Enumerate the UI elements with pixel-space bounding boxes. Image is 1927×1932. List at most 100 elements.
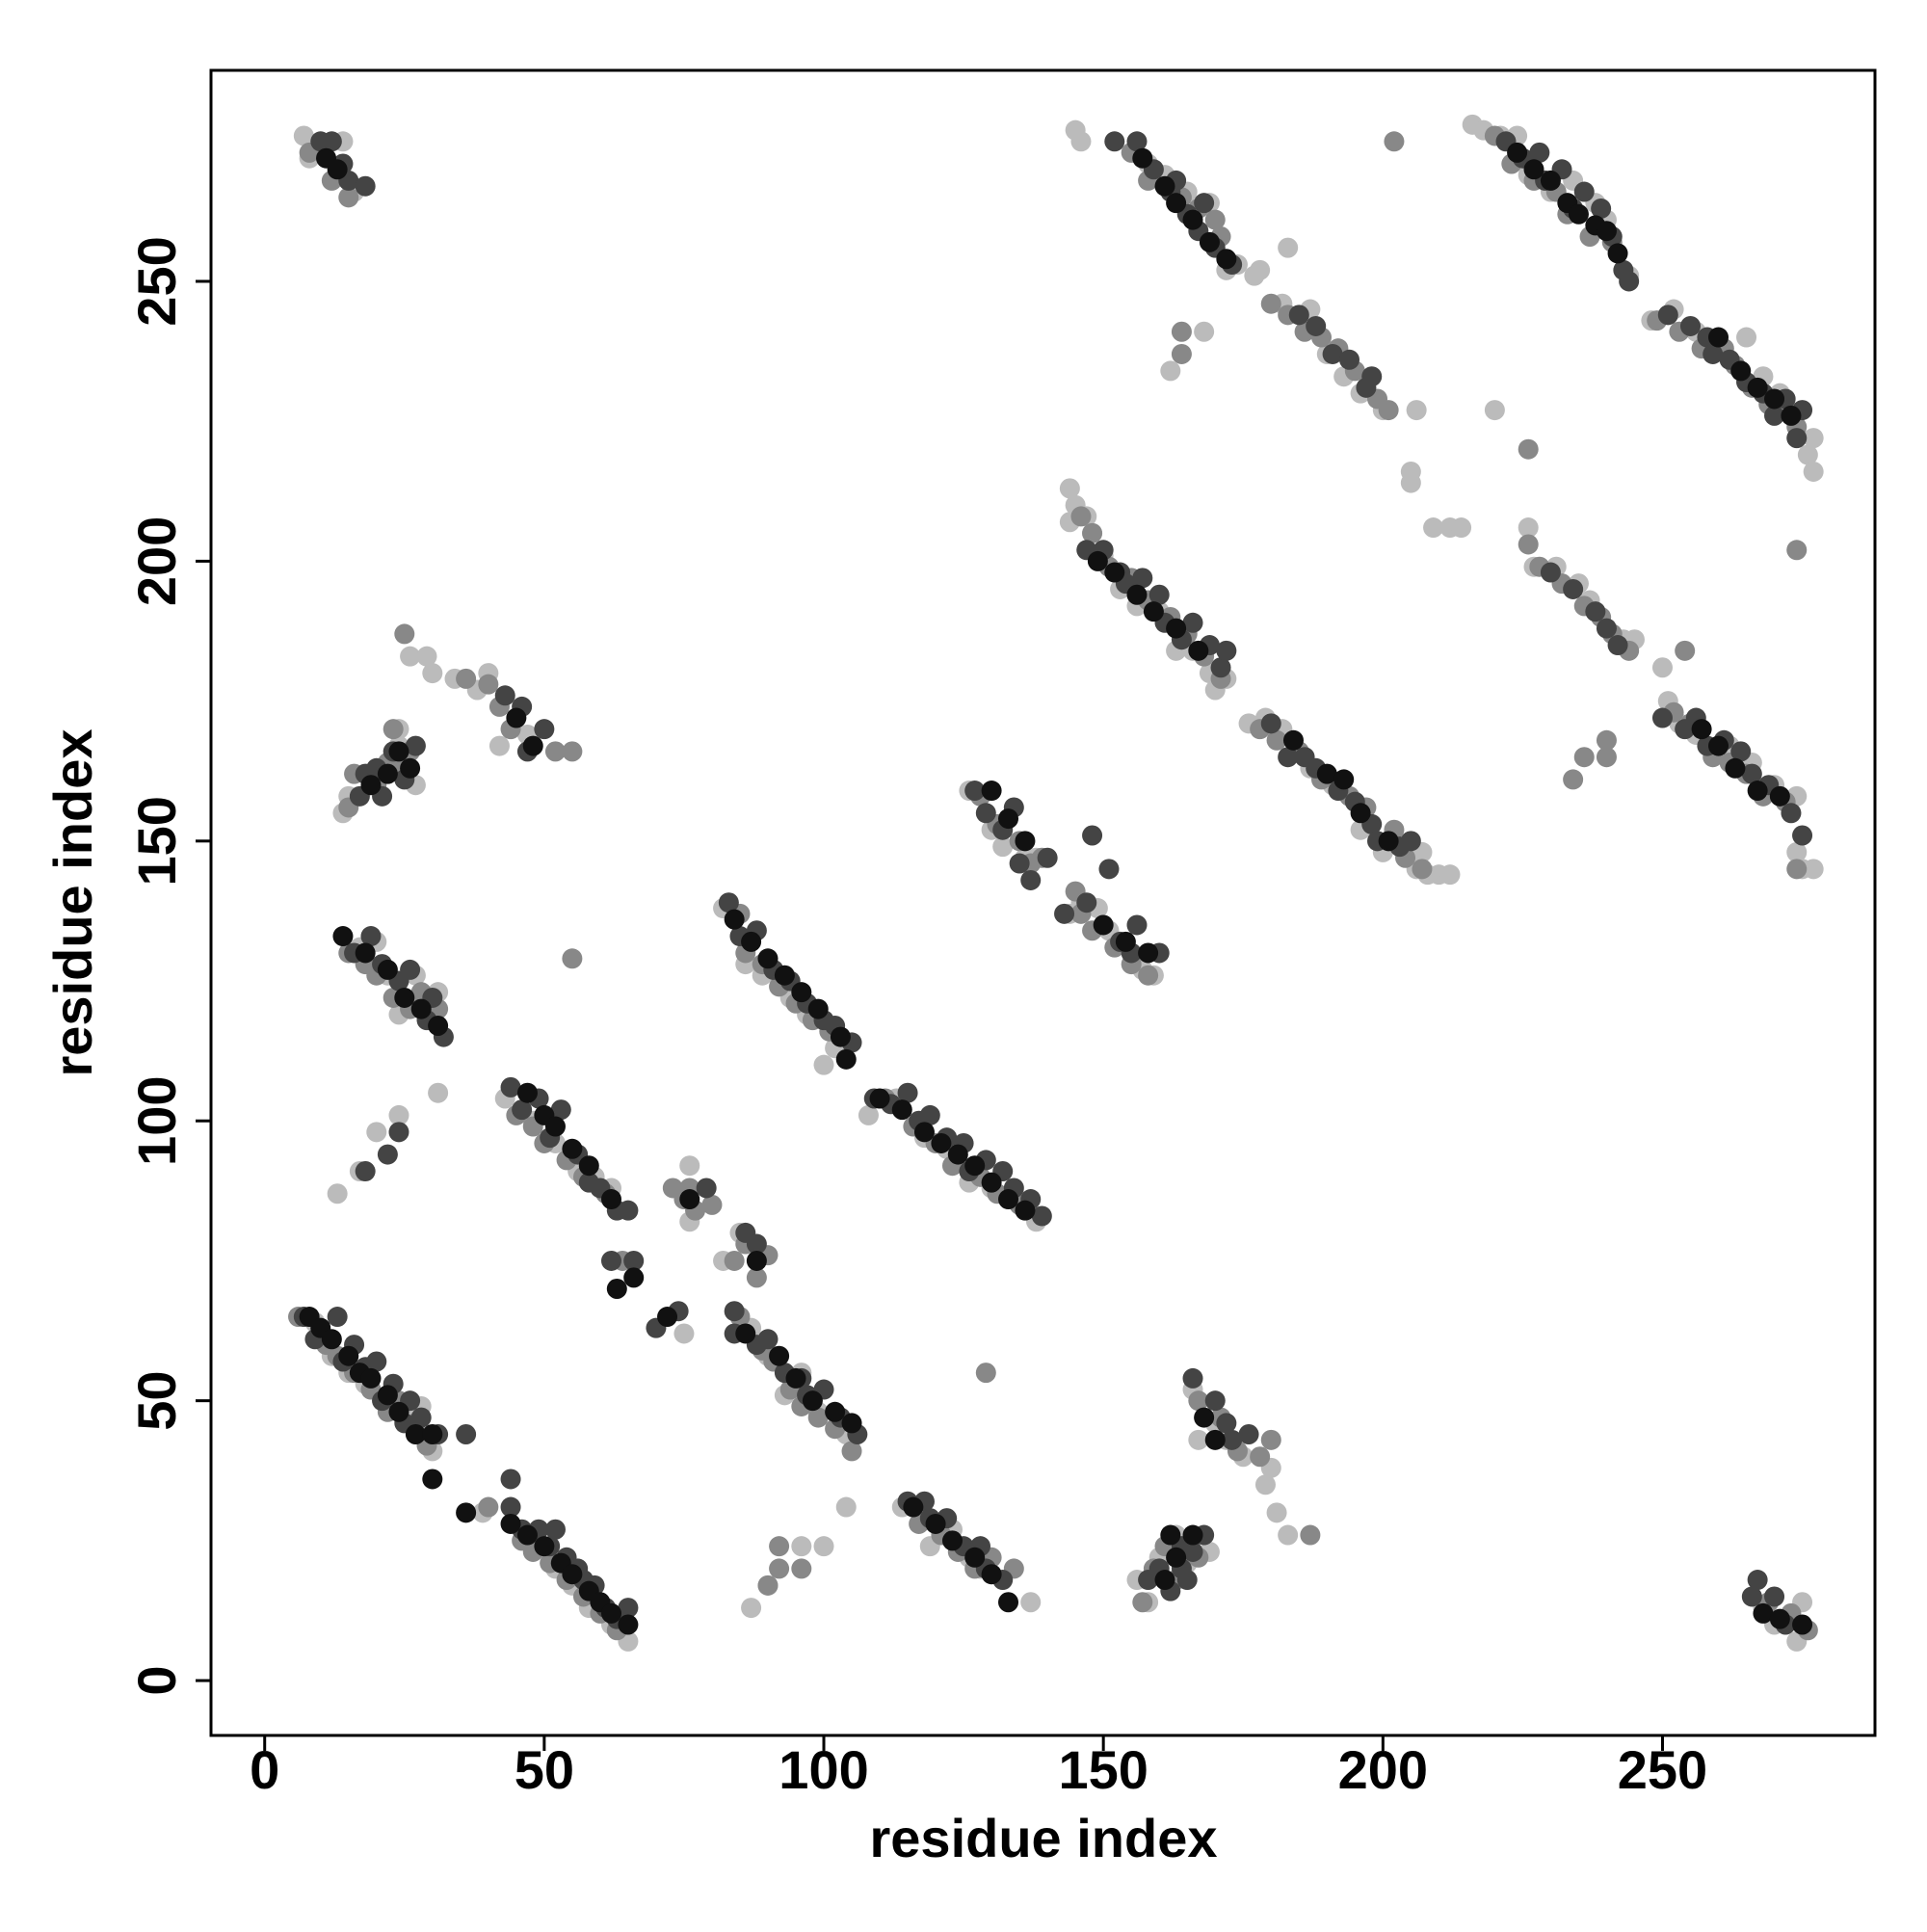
scatter-point xyxy=(1254,1474,1276,1495)
plot-frame xyxy=(209,68,1877,1737)
scatter-point xyxy=(500,1513,521,1534)
x-tick-label: 50 xyxy=(515,1739,574,1800)
scatter-point xyxy=(500,1469,521,1490)
scatter-point xyxy=(1278,747,1299,768)
scatter-point xyxy=(1126,914,1148,936)
scatter-point xyxy=(405,1424,426,1445)
scatter-point xyxy=(1300,1524,1321,1546)
scatter-point xyxy=(1188,640,1209,661)
scatter-point xyxy=(769,1345,790,1366)
scatter-point xyxy=(1210,657,1231,678)
scatter-point xyxy=(1764,1586,1785,1607)
scatter-point xyxy=(696,1178,717,1199)
scatter-point xyxy=(1160,1524,1181,1546)
scatter-point xyxy=(1651,707,1673,728)
scatter-point xyxy=(869,1088,890,1109)
scatter-point xyxy=(1708,327,1729,348)
scatter-point xyxy=(327,159,348,180)
scatter-point xyxy=(321,131,342,152)
scatter-point xyxy=(1282,729,1304,751)
scatter-point xyxy=(1015,1200,1036,1221)
scatter-point xyxy=(1651,657,1673,678)
scatter-point xyxy=(998,1592,1019,1613)
scatter-point xyxy=(975,1363,996,1384)
scatter-point xyxy=(500,1496,521,1518)
scatter-point xyxy=(1378,400,1399,421)
scatter-point xyxy=(1266,1502,1287,1523)
scatter-point xyxy=(830,1026,851,1047)
scatter-point xyxy=(1182,612,1203,633)
scatter-point xyxy=(1753,1602,1774,1624)
scatter-point xyxy=(338,1345,359,1366)
scatter-point xyxy=(757,948,779,969)
scatter-point xyxy=(841,1413,862,1434)
scatter-point xyxy=(1529,142,1550,163)
scatter-point xyxy=(1679,315,1701,336)
scatter-point xyxy=(1082,825,1103,846)
scatter-point xyxy=(925,1513,946,1534)
scatter-point xyxy=(1781,803,1802,824)
x-tick-label: 100 xyxy=(779,1739,868,1800)
scatter-point xyxy=(1115,931,1136,952)
scatter-point xyxy=(964,781,986,802)
scatter-point xyxy=(400,959,421,980)
scatter-point xyxy=(981,781,1002,802)
x-tick-label: 250 xyxy=(1618,1739,1707,1800)
scatter-point xyxy=(807,998,829,1019)
scatter-point xyxy=(377,1385,398,1406)
scatter-point xyxy=(1439,864,1461,886)
scatter-point xyxy=(1657,304,1678,326)
scatter-point xyxy=(355,175,376,197)
scatter-point xyxy=(1143,601,1164,622)
scatter-point xyxy=(494,685,515,706)
scatter-point xyxy=(673,1323,695,1344)
scatter-point xyxy=(964,1155,986,1177)
scatter-point xyxy=(1316,763,1337,784)
scatter-point xyxy=(1250,1446,1271,1468)
scatter-point xyxy=(981,1564,1002,1585)
scatter-point xyxy=(1708,735,1729,756)
scatter-point xyxy=(1126,131,1148,152)
scatter-point xyxy=(1009,853,1030,874)
scatter-point xyxy=(321,1329,342,1350)
scatter-point xyxy=(1764,388,1785,410)
scatter-point xyxy=(1400,472,1421,493)
scatter-point xyxy=(1573,747,1595,768)
scatter-point xyxy=(791,982,812,1003)
scatter-point xyxy=(1406,400,1427,421)
scatter-point xyxy=(400,757,421,779)
scatter-point xyxy=(1204,1429,1226,1450)
scatter-point xyxy=(1070,506,1092,527)
scatter-point xyxy=(919,1104,940,1125)
scatter-point xyxy=(534,1536,555,1557)
scatter-point xyxy=(1054,903,1075,924)
scatter-point xyxy=(807,1407,829,1428)
scatter-point xyxy=(1306,315,1327,336)
scatter-point xyxy=(1703,343,1724,364)
scatter-point xyxy=(1171,343,1192,364)
scatter-point xyxy=(1037,847,1058,868)
scatter-point xyxy=(1082,522,1103,543)
scatter-point xyxy=(718,892,739,913)
scatter-point xyxy=(388,741,409,762)
scatter-point xyxy=(327,1183,348,1204)
scatter-point xyxy=(478,1496,499,1518)
scatter-point xyxy=(516,1082,538,1103)
scatter-point xyxy=(522,735,543,756)
scatter-point xyxy=(601,1250,622,1271)
scatter-point xyxy=(1126,584,1148,605)
scatter-point xyxy=(1691,719,1712,740)
scatter-point xyxy=(360,1367,382,1389)
scatter-point xyxy=(1741,763,1762,784)
scatter-point xyxy=(488,735,510,756)
scatter-point xyxy=(1138,965,1159,986)
scatter-point xyxy=(1176,1570,1198,1591)
scatter-point xyxy=(746,1267,767,1288)
scatter-point xyxy=(903,1496,924,1518)
scatter-point xyxy=(897,1082,918,1103)
scatter-point xyxy=(1607,243,1628,264)
scatter-point xyxy=(394,623,415,645)
scatter-point xyxy=(1596,729,1617,751)
scatter-point xyxy=(1725,757,1746,779)
